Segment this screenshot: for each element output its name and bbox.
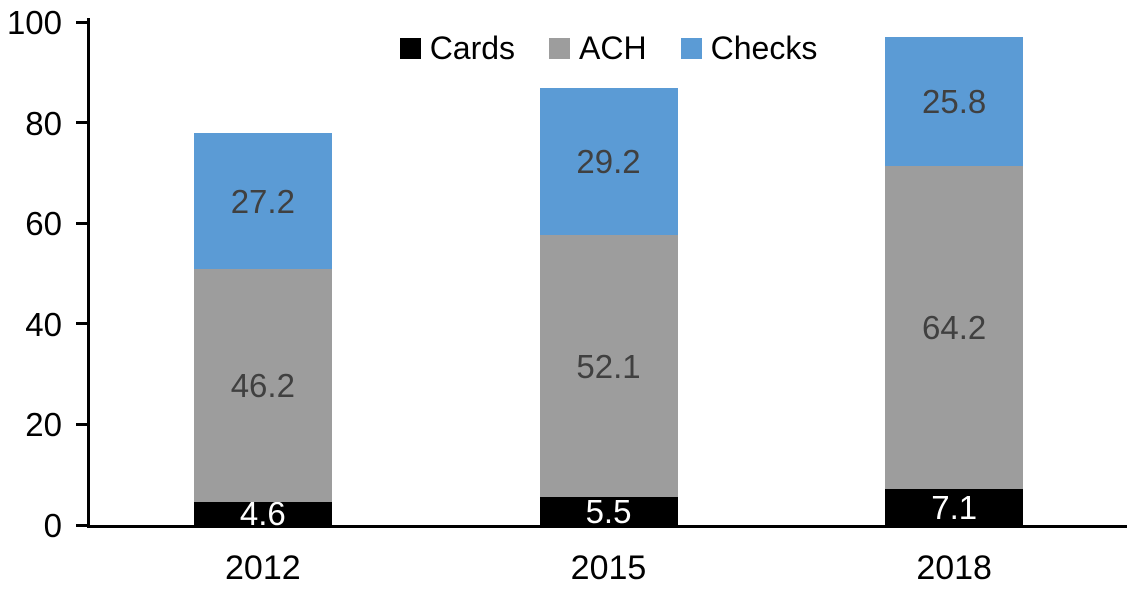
y-axis-tick [76, 121, 87, 125]
y-axis-tick [76, 523, 87, 527]
bar-segment-checks-2015: 29.2 [539, 88, 678, 236]
legend-swatch-cards [399, 37, 421, 59]
bar-value-label: 7.1 [931, 488, 978, 526]
y-axis-tick [76, 221, 87, 225]
legend-item-ach: ACH [549, 32, 647, 64]
y-axis-tick-label: 60 [25, 205, 62, 243]
y-axis-tick [76, 422, 87, 426]
bar-value-label: 64.2 [922, 309, 987, 347]
x-axis-label-2018: 2018 [916, 549, 992, 587]
bar-segment-checks-2012: 27.2 [193, 132, 332, 270]
bar-segment-cards-2012: 4.6 [193, 497, 332, 530]
y-axis-tick-label: 20 [25, 406, 62, 444]
bar-segment-cards-2015: 5.5 [539, 492, 678, 530]
legend-swatch-ach [549, 37, 571, 59]
y-axis-tick [76, 20, 87, 24]
bar-value-label: 25.8 [922, 82, 987, 120]
bar-value-label: 27.2 [230, 182, 295, 220]
legend-item-cards: Cards [399, 30, 516, 66]
y-axis-tick-label: 80 [25, 104, 62, 142]
bar-segment-cards-2018: 7.1 [885, 488, 1024, 526]
y-axis-tick-label: 0 [43, 507, 62, 544]
bar-value-label: 52.1 [576, 347, 641, 385]
legend-label: Checks [710, 30, 818, 66]
y-axis [87, 18, 90, 528]
y-axis-tick [76, 322, 87, 326]
bar-value-label: 4.6 [239, 494, 286, 532]
bar-segment-ach-2018: 64.2 [885, 166, 1024, 490]
x-axis-label-2015: 2015 [570, 549, 647, 587]
bar-segment-ach-2012: 46.2 [193, 269, 332, 502]
legend-label: Cards [429, 30, 516, 66]
bar-value-label: 29.2 [576, 143, 641, 181]
bar-segment-ach-2015: 52.1 [539, 235, 678, 498]
y-axis-tick-label: 40 [25, 305, 62, 343]
bar-segment-checks-2018: 25.8 [885, 36, 1024, 167]
x-axis [87, 525, 1127, 528]
x-axis-label-2012: 2012 [225, 549, 301, 587]
legend-label: ACH [579, 30, 647, 66]
bar-value-label: 5.5 [585, 492, 632, 530]
legend-item-checks: Checks [680, 30, 818, 66]
bar-value-label: 46.2 [230, 367, 295, 405]
legend-swatch-checks [680, 37, 702, 59]
y-axis-tick-label: 100 [6, 4, 62, 41]
